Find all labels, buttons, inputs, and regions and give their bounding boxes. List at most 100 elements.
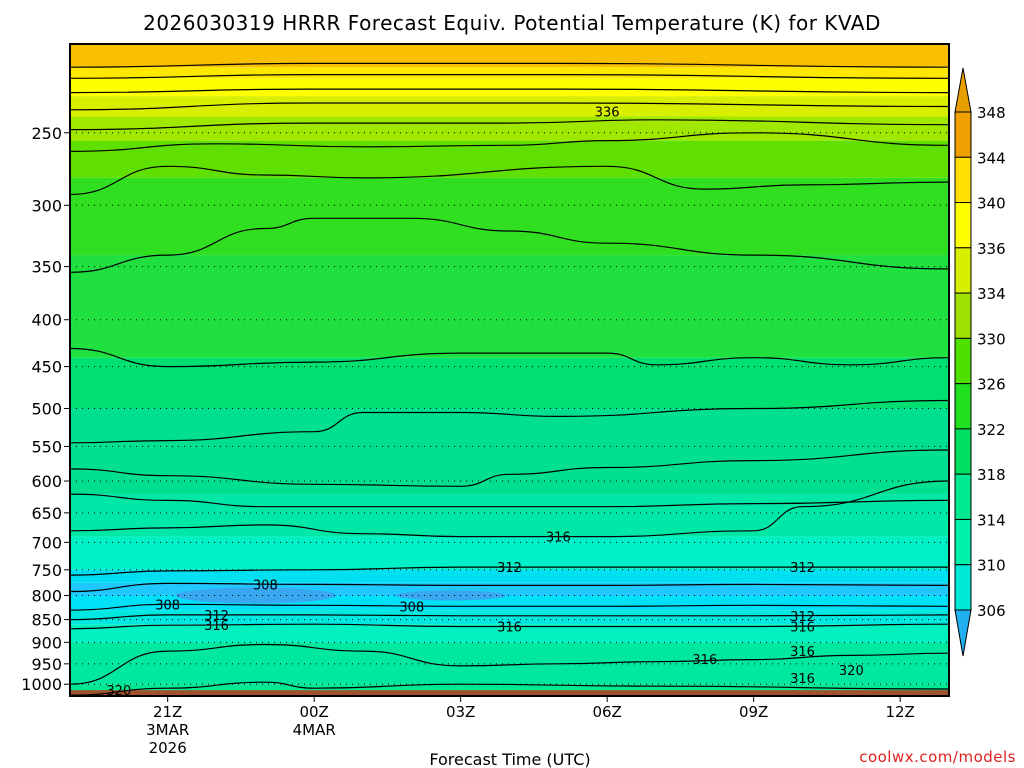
contour-336 xyxy=(70,102,949,111)
cold-pocket xyxy=(395,590,506,601)
contour-label: 308 xyxy=(253,578,278,593)
contour-label: 316 xyxy=(497,621,522,636)
contour-label: 316 xyxy=(546,531,571,546)
color-band xyxy=(70,569,949,583)
contour-308 xyxy=(70,603,949,611)
x-tick-label: 00Z xyxy=(299,703,328,721)
colorbar-segment xyxy=(954,564,972,611)
y-tick-label: 900 xyxy=(31,633,62,652)
contour-326 xyxy=(70,347,949,368)
contour-334 xyxy=(70,165,949,196)
chart-title: 2026030319 HRRR Forecast Equiv. Potentia… xyxy=(143,11,881,35)
contour-label: 312 xyxy=(790,561,815,576)
contour-312 xyxy=(70,614,949,621)
color-band xyxy=(70,67,949,79)
contour-336 xyxy=(70,119,949,131)
colorbar-segment xyxy=(954,518,972,566)
y-tick-label: 800 xyxy=(31,586,62,605)
contour-316 xyxy=(70,480,949,538)
contour-label: 316 xyxy=(790,672,815,687)
colorbar-segment xyxy=(954,473,972,520)
color-band xyxy=(70,408,949,495)
contour-320 xyxy=(70,449,949,487)
color-band xyxy=(70,494,949,537)
contour-336 xyxy=(70,132,949,152)
contour-330 xyxy=(70,217,949,273)
color-band xyxy=(70,140,949,178)
colorbar-segment xyxy=(954,247,972,294)
contour-316 xyxy=(70,643,949,685)
y-tick-label: 550 xyxy=(31,437,62,456)
contour-312 xyxy=(70,566,949,576)
colorbar-label: 314 xyxy=(977,511,1006,529)
colorbar-label: 326 xyxy=(977,376,1006,394)
x-tick-label: 21Z xyxy=(153,703,182,721)
y-tick-label: 250 xyxy=(31,124,62,143)
colorbar-label: 334 xyxy=(977,285,1006,303)
y-tick-label: 450 xyxy=(31,358,62,377)
x-axis-label: Forecast Time (UTC) xyxy=(429,750,590,768)
colorbar-segment xyxy=(954,337,972,385)
color-band xyxy=(70,684,949,696)
y-tick-label: 700 xyxy=(31,533,62,552)
y-tick-label: 1000 xyxy=(21,675,62,694)
x-tick-sublabel: 2026 xyxy=(149,739,187,757)
contour-label: 316 xyxy=(204,619,229,634)
y-tick-label: 300 xyxy=(31,196,62,215)
color-band xyxy=(70,44,949,68)
colorbar-label: 310 xyxy=(977,557,1006,575)
contour-label: 320 xyxy=(839,664,864,679)
colorbar-label: 336 xyxy=(977,240,1006,258)
plot-frame xyxy=(69,43,950,697)
contour-label: 312 xyxy=(204,609,229,624)
color-band xyxy=(70,624,949,643)
y-tick-label: 500 xyxy=(31,400,62,419)
colorbar-label: 340 xyxy=(977,195,1006,213)
x-tick-label: 03Z xyxy=(446,703,475,721)
colorbar-segment xyxy=(954,383,972,430)
colorbar-segment xyxy=(954,111,972,158)
y-tick-label: 600 xyxy=(31,472,62,491)
colorbar-label: 322 xyxy=(977,421,1006,439)
contour-320 xyxy=(70,681,949,696)
contour-318 xyxy=(70,493,949,508)
colorbar-label: 330 xyxy=(977,330,1006,348)
color-band xyxy=(70,255,949,358)
x-tick-label: 12Z xyxy=(885,703,914,721)
color-band xyxy=(70,78,949,97)
colorbar-bottom-arrow xyxy=(954,609,972,657)
x-tick-label: 09Z xyxy=(739,703,768,721)
y-axis: 250 300 350 400 450 500 550 600 650 700 750 800 850 9… xyxy=(21,124,70,694)
contour-label: 316 xyxy=(692,653,717,668)
contour-label: 308 xyxy=(399,600,424,615)
colorbar-label: 344 xyxy=(977,149,1006,167)
contour-322 xyxy=(70,399,949,444)
contour-label: 308 xyxy=(155,598,180,613)
color-band xyxy=(70,96,949,117)
contour-label: 316 xyxy=(790,621,815,636)
ground xyxy=(70,690,949,696)
colorbar-label: 306 xyxy=(977,602,1006,620)
contour-344 xyxy=(70,62,949,68)
colorbar-label: 348 xyxy=(977,104,1006,122)
colorbar-segment xyxy=(954,428,972,475)
y-tick-label: 650 xyxy=(31,504,62,523)
contour-336 xyxy=(70,88,949,94)
color-band xyxy=(70,177,949,256)
contour-label: 312 xyxy=(790,610,815,625)
color-band xyxy=(70,116,949,141)
contour-316 xyxy=(70,623,949,630)
color-band xyxy=(70,642,949,685)
colorbar-segment xyxy=(954,202,972,249)
colorbar-segment xyxy=(954,292,972,339)
y-tick-label: 950 xyxy=(31,655,62,674)
y-tick-label: 750 xyxy=(31,561,62,580)
contour-lines xyxy=(70,62,949,696)
color-band xyxy=(70,357,949,409)
contour-label: 316 xyxy=(790,645,815,660)
contour-340 xyxy=(70,73,949,79)
cold-pocket xyxy=(175,587,336,604)
y-tick-label: 850 xyxy=(31,611,62,630)
